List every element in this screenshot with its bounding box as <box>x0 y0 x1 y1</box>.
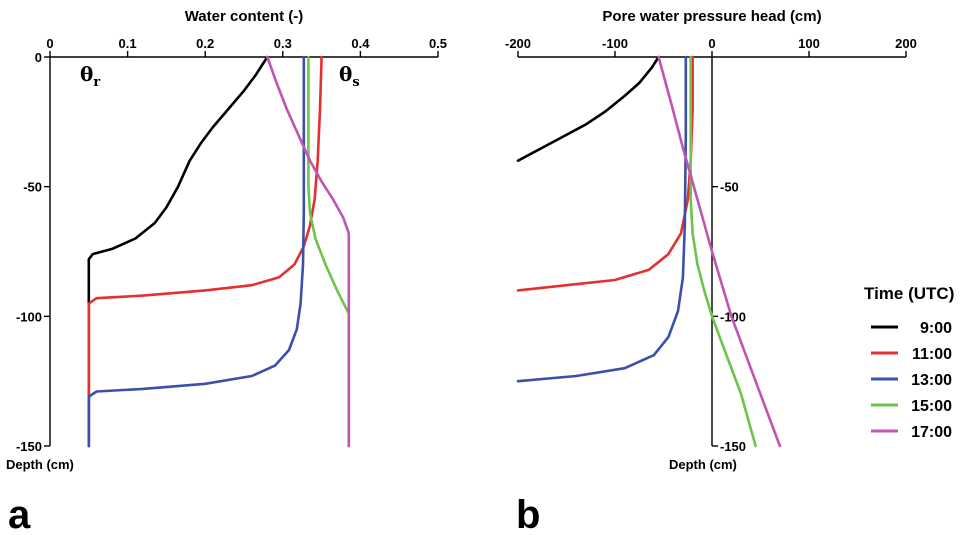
panel-a-y-tick-label: -100 <box>16 309 42 324</box>
panel-b-y-tick-label: -150 <box>720 439 746 454</box>
theta-s-label: θs <box>339 62 360 90</box>
theta-s-symbol: θ <box>339 62 352 86</box>
panel-b-y-axis-title: Depth (cm) <box>669 457 737 472</box>
panel-b-series-1300 <box>516 55 688 383</box>
panel-b-series-1700 <box>657 55 782 448</box>
panel-b-x-tick-label: -100 <box>602 36 628 51</box>
legend-label: 15:00 <box>911 398 952 415</box>
panel-b-letter: b <box>516 493 540 535</box>
panel-a-series-1300 <box>87 55 306 448</box>
panel-b-chart: Pore water pressure head (cm) -200 -100 0 1… <box>505 8 917 535</box>
panel-a-y-tick-label: 0 <box>35 50 42 65</box>
panel-b-x-tick-label: -200 <box>505 36 531 51</box>
panel-b-y-tick-label: -100 <box>720 309 746 324</box>
panel-a-x-tick-label: 0.4 <box>351 36 370 51</box>
panel-a-y-axis-title: Depth (cm) <box>6 457 74 472</box>
panel-b-x-tick-label: 0 <box>708 36 715 51</box>
legend: Time (UTC) 9:00 11:00 13:00 15:00 17:00 <box>864 284 954 441</box>
panel-a-letter: a <box>8 493 31 535</box>
panel-a-series-900 <box>87 55 269 448</box>
panel-a-series-group <box>87 55 351 448</box>
theta-s-subscript: s <box>352 75 359 90</box>
legend-title: Time (UTC) <box>864 284 954 303</box>
panel-b-y-tick-label: -50 <box>720 180 739 195</box>
theta-r-label: θr <box>80 62 100 90</box>
legend-label: 11:00 <box>912 346 952 363</box>
panel-a-x-ticks: 0 0.1 0.2 0.3 0.4 0.5 <box>46 36 447 57</box>
panel-a-x-tick-label: 0.3 <box>274 36 292 51</box>
panel-b-y-ticks: -50 -100 -150 <box>712 180 746 454</box>
panel-a-x-tick-label: 0.1 <box>119 36 137 51</box>
panel-a-y-tick-label: -50 <box>23 180 42 195</box>
panel-a-y-ticks: 0 -50 -100 -150 <box>16 50 50 454</box>
panel-b-x-axis-title: Pore water pressure head (cm) <box>602 8 821 25</box>
panel-b-x-tick-label: 200 <box>895 36 917 51</box>
legend-items: 9:00 11:00 13:00 15:00 17:00 <box>871 320 952 441</box>
panel-a-series-1500 <box>307 55 351 448</box>
panel-a-x-tick-label: 0 <box>46 36 53 51</box>
legend-label: 17:00 <box>911 424 952 441</box>
legend-label: 9:00 <box>920 320 952 337</box>
panel-a-x-axis-title: Water content (-) <box>185 8 304 25</box>
panel-a-series-1100 <box>87 55 323 448</box>
panel-a-x-tick-label: 0.2 <box>196 36 214 51</box>
panel-a-y-tick-label: -150 <box>16 439 42 454</box>
panel-a-x-tick-label: 0.5 <box>429 36 447 51</box>
panel-a-chart: Water content (-) 0 0.1 0.2 0.3 0.4 0.5 0 -50 -… <box>6 8 447 535</box>
theta-r-symbol: θ <box>80 62 93 86</box>
panel-b-x-ticks: -200 -100 0 100 200 <box>505 36 917 57</box>
panel-b-series-1500 <box>689 55 757 448</box>
panel-b-series-group <box>516 55 782 448</box>
panel-a-series-1700 <box>266 55 351 448</box>
panel-b-series-1100 <box>516 55 694 292</box>
legend-label: 13:00 <box>911 372 952 389</box>
panel-b-x-tick-label: 100 <box>798 36 820 51</box>
theta-r-subscript: r <box>93 75 100 90</box>
panel-b-series-900 <box>516 55 660 162</box>
